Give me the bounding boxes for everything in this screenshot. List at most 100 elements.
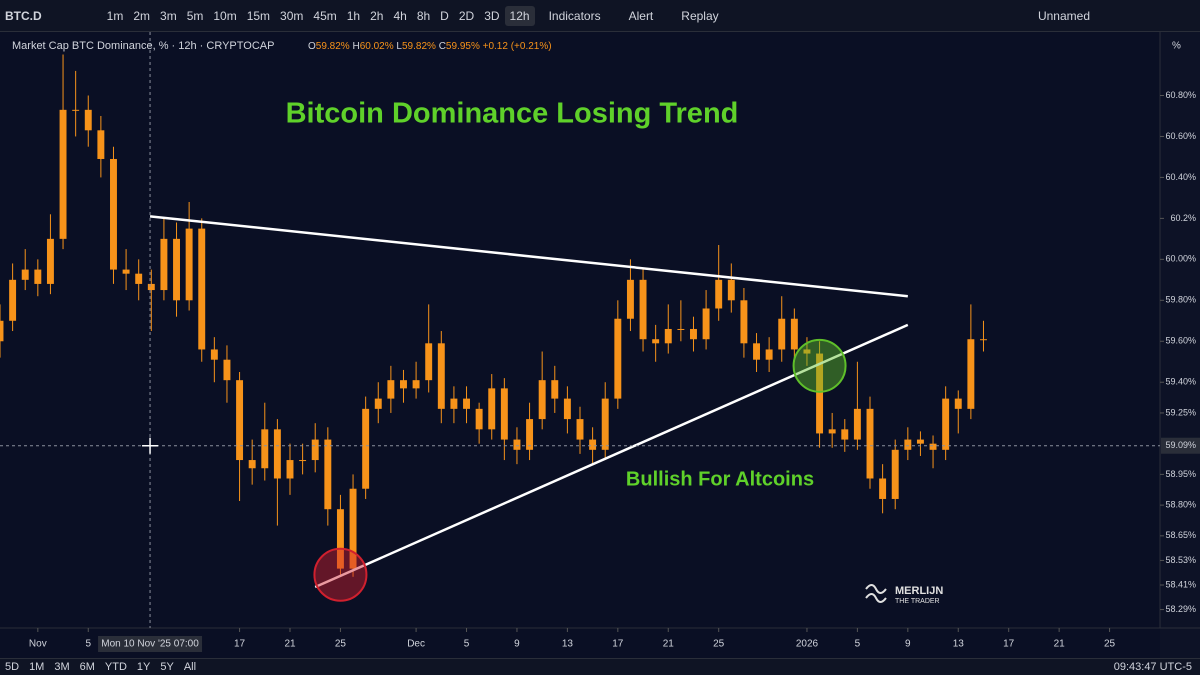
interval-button[interactable]: D (440, 8, 449, 23)
range-button[interactable]: 1M (29, 661, 45, 673)
candle-body (9, 279, 17, 321)
candle-body (475, 408, 483, 430)
highlight-circle (313, 547, 368, 602)
y-tick-label: 60.60% (1165, 131, 1196, 141)
ohlc-legend: O59.82% H60.02% L59.82% C59.95% +0.12 (+… (308, 41, 552, 52)
range-button[interactable]: 5Y (160, 661, 174, 673)
ohlc-value: 59.95% (446, 41, 480, 52)
interval-button[interactable]: 4h (393, 8, 407, 23)
interval-button[interactable]: 2h (370, 8, 384, 23)
candle-body (690, 328, 697, 340)
interval-button[interactable]: 2D (458, 8, 475, 23)
interval-button[interactable]: 15m (246, 8, 271, 23)
candle-body (97, 130, 105, 159)
logo-icon (865, 584, 887, 603)
x-tick-label: 25 (713, 639, 725, 650)
candle-body (59, 109, 67, 239)
candle-body (853, 408, 861, 440)
x-tick-label: 21 (1054, 639, 1066, 650)
x-tick-label: 9 (905, 639, 911, 650)
interval-button[interactable]: 3m (160, 8, 177, 23)
range-button[interactable]: 6M (79, 661, 95, 673)
range-button[interactable]: 1Y (136, 661, 151, 673)
toolbar-button[interactable]: Indicators (548, 8, 601, 23)
candle-body (740, 300, 748, 344)
interval-button[interactable]: 1m (106, 8, 124, 23)
symbol[interactable]: BTC.D (5, 8, 42, 23)
candle-body (387, 380, 395, 399)
range-button[interactable]: All (183, 661, 197, 673)
y-tick-label: 59.25% (1165, 407, 1196, 417)
interval-button[interactable]: 12h (504, 5, 535, 26)
candle-body (879, 478, 887, 499)
candle-body (21, 269, 29, 280)
range-button[interactable]: YTD (104, 661, 127, 673)
interval-button[interactable]: 1h (346, 8, 361, 23)
layout-name[interactable]: Unnamed (1037, 8, 1090, 23)
y-tick-label: 59.60% (1165, 336, 1196, 346)
y-tick-label: 58.53% (1165, 555, 1196, 565)
plot-area (0, 32, 1160, 628)
interval-button[interactable]: 10m (213, 8, 237, 23)
candle-body (488, 388, 496, 430)
interval-button[interactable]: 30m (280, 8, 304, 23)
candle-body (589, 439, 597, 450)
interval-button[interactable]: 2m (133, 8, 151, 23)
candle-body (652, 339, 660, 344)
interval-button[interactable]: 8h (416, 8, 431, 23)
x-tick-label: 5 (855, 639, 861, 650)
toolbar: BTC.D 1m 2m 3m 5m 10m 15m 30m 45m 1h 2h 4h 8h D 2D 3D 12… (0, 0, 1200, 32)
toolbar-button[interactable]: Replay (681, 8, 719, 23)
candle-body (173, 238, 180, 301)
candle-body (500, 388, 508, 440)
ohlc-value: 59.82% (316, 41, 350, 52)
x-tick-label: 21 (284, 639, 296, 650)
candle-body (866, 408, 874, 479)
x-tick-label: 2026 (796, 639, 819, 650)
x-tick-label: 17 (1003, 639, 1015, 650)
candle-body (437, 343, 445, 409)
highlight-circle (792, 338, 847, 393)
candle-body (374, 398, 382, 409)
candle-body (400, 380, 407, 389)
candle-body (639, 279, 647, 340)
watermark: THE TRADER (895, 598, 940, 605)
candle-body (904, 439, 912, 450)
candle-body (273, 429, 281, 479)
y-tick-label: 60.00% (1165, 254, 1196, 264)
x-tick-label: 5 (464, 639, 470, 650)
trend-line (149, 215, 908, 298)
chart-subtitle: Bullish For Altcoins (626, 468, 814, 490)
range-button[interactable]: 5D (5, 661, 20, 673)
legend-title: Market Cap BTC Dominance, % · 12h · CRYP… (12, 40, 274, 52)
candle-body (942, 398, 950, 450)
range-button[interactable]: 3M (54, 661, 70, 673)
interval-button[interactable]: 3D (484, 8, 500, 23)
interval-button[interactable]: 45m (313, 8, 337, 23)
ohlc-key: H (352, 41, 359, 52)
y-tick-label: 58.29% (1165, 604, 1196, 614)
candle-body (601, 398, 609, 450)
toolbar-button[interactable]: Alert (628, 8, 654, 23)
candle-body (463, 398, 470, 409)
axis-unit: % (1172, 41, 1181, 52)
crosshair-cursor (142, 437, 159, 454)
candle-body (147, 283, 155, 291)
candle-body (210, 349, 218, 360)
y-tick-label: 60.80% (1165, 90, 1196, 100)
candle-body (929, 443, 937, 450)
candle-body (526, 419, 534, 450)
candle-body (916, 439, 924, 444)
candle-body (185, 228, 193, 301)
bottom-bar: 5D 1M 3M 6M YTD 1Y 5Y All 09:43:47 UTC-5 (0, 658, 1200, 675)
watermark: MERLIJN (895, 585, 943, 597)
candle-body (324, 439, 332, 510)
crosshair-y-box (1161, 437, 1200, 454)
x-tick-label: 5 (85, 639, 91, 650)
interval-button[interactable]: 5m (186, 8, 204, 23)
candle-body (236, 380, 244, 461)
candle-body (980, 339, 987, 341)
price-axis (1160, 32, 1200, 658)
candle-body (450, 398, 458, 409)
